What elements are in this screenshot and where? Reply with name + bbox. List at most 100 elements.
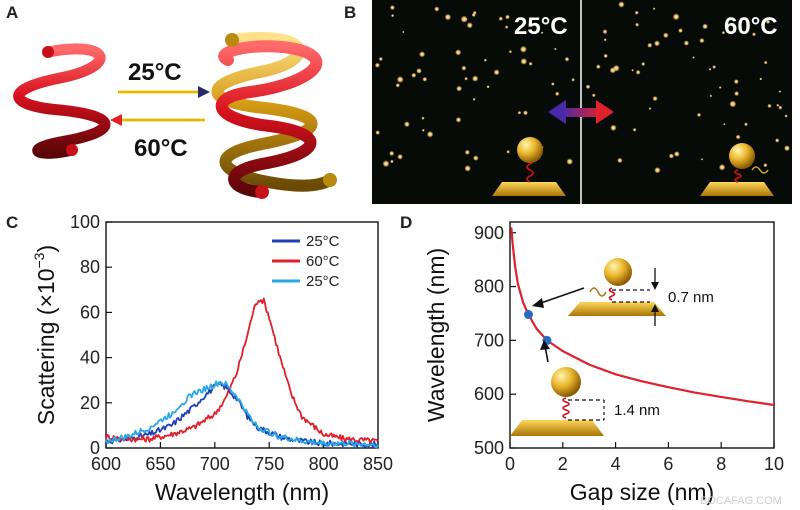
scattering-spot — [734, 91, 740, 97]
scattering-spot — [641, 62, 646, 66]
panel-d-label: D — [400, 213, 412, 232]
scattering-spot — [775, 138, 780, 143]
data-point-1 — [523, 310, 533, 320]
scattering-spot — [455, 49, 462, 56]
series-line-2 — [105, 297, 379, 444]
scattering-spot — [708, 67, 712, 71]
gap-0-7-label: 0.7 nm — [668, 289, 714, 306]
scattering-spot — [591, 93, 596, 98]
panel-a: A 25°C 60°C — [6, 3, 337, 199]
scattering-spot — [767, 103, 772, 108]
inset-gap-0-7 — [568, 258, 666, 326]
plot-c-y-ticks: 0 20 40 60 80 100 — [70, 212, 112, 458]
x-tick-label: 800 — [309, 454, 339, 474]
pointer-0-7 — [532, 287, 585, 308]
y-tick-label: 800 — [474, 277, 504, 297]
scattering-spot — [631, 69, 634, 72]
plot-c-frame — [105, 221, 379, 449]
scattering-spot — [419, 51, 426, 58]
panel-c-label: C — [6, 213, 18, 232]
darkfield-image-25c — [372, 0, 580, 204]
scattering-spot — [421, 116, 425, 120]
scattering-spot — [765, 19, 771, 24]
plot-c-y-axis-title: Scattering (×10−3) — [31, 245, 59, 425]
scattering-spot — [551, 82, 555, 86]
y-tick-label: 600 — [474, 384, 504, 404]
scattering-spot — [466, 22, 473, 29]
y-tick-label: 60 — [80, 302, 100, 322]
scattering-spot — [464, 76, 468, 81]
scattering-spot — [520, 58, 528, 65]
x-tick-label: 4 — [611, 454, 621, 474]
scattering-spot — [610, 124, 617, 131]
scattering-spot — [718, 164, 726, 171]
panel-b: B 25°C 60°C — [344, 0, 792, 204]
scattering-spot — [564, 56, 570, 62]
x-tick-label: 6 — [663, 454, 673, 474]
single-strand-helix — [13, 43, 111, 159]
scattering-spot — [678, 28, 683, 33]
scattering-spot — [397, 154, 403, 160]
scattering-spot — [723, 123, 726, 126]
scattering-spot — [464, 149, 470, 155]
scattering-spot — [416, 68, 422, 74]
scattering-spot — [634, 10, 639, 15]
plot-c-x-axis-title: Wavelength (nm) — [155, 479, 329, 505]
scattering-spot — [571, 78, 575, 82]
plot-d-x-ticks: 0 2 4 6 8 10 — [505, 442, 784, 474]
y-tick-label: 80 — [80, 257, 100, 277]
plot-d-y-ticks: 500 600 700 800 900 — [474, 223, 516, 458]
legend-label-3: 25°C — [306, 273, 340, 290]
scattering-spot — [472, 75, 479, 82]
scattering-spot — [778, 90, 782, 93]
forward-arrow — [118, 86, 210, 98]
reverse-temp-label: 60°C — [134, 135, 188, 162]
scattering-spot — [555, 91, 560, 97]
scattering-spot — [752, 32, 756, 37]
scattering-spot — [389, 150, 395, 156]
pointer-1-4 — [540, 340, 550, 363]
x-tick-label: 750 — [254, 454, 284, 474]
scattering-spot — [382, 160, 390, 168]
scattering-spot — [421, 128, 425, 132]
scattering-spot — [464, 165, 472, 172]
scattering-spot — [471, 12, 476, 17]
plot-c-x-ticks: 600 650 700 750 800 850 — [91, 442, 393, 474]
y-tick-label: 40 — [80, 348, 100, 368]
scattering-spot — [434, 6, 440, 12]
scattering-spot — [603, 38, 607, 42]
image-60c-label: 60°C — [724, 13, 778, 40]
scattering-spot — [632, 127, 637, 132]
scattering-spot — [635, 22, 640, 27]
x-tick-label: 850 — [363, 454, 393, 474]
y-tick-label: 700 — [474, 330, 504, 350]
scattering-spot — [729, 100, 737, 108]
scattering-spot — [444, 13, 452, 21]
panel-b-label: B — [344, 3, 356, 22]
x-tick-label: 8 — [716, 454, 726, 474]
scattering-spot — [721, 31, 726, 35]
scattering-spot — [647, 42, 653, 48]
scattering-spot — [486, 85, 490, 89]
x-tick-label: 600 — [91, 454, 121, 474]
scattering-spot — [395, 83, 400, 88]
plot-c-legend: 25°C 60°C 25°C — [272, 233, 340, 290]
scattering-spot — [498, 16, 503, 21]
scattering-spot — [635, 69, 641, 75]
particle-on-film-60c — [700, 143, 774, 196]
scattering-spot — [375, 130, 381, 135]
scattering-spot — [673, 151, 680, 157]
y-tick-label: 100 — [70, 212, 100, 232]
scattering-spot — [603, 53, 608, 59]
resonance-curve — [510, 227, 775, 407]
scattering-spot — [602, 29, 608, 35]
x-tick-label: 0 — [505, 454, 515, 474]
legend-label-2: 60°C — [306, 253, 340, 270]
scattering-spot — [402, 30, 405, 34]
scattering-spot — [778, 105, 783, 110]
scattering-spot — [784, 114, 788, 118]
y-tick-label: 20 — [80, 393, 100, 413]
scattering-spot — [709, 94, 713, 98]
